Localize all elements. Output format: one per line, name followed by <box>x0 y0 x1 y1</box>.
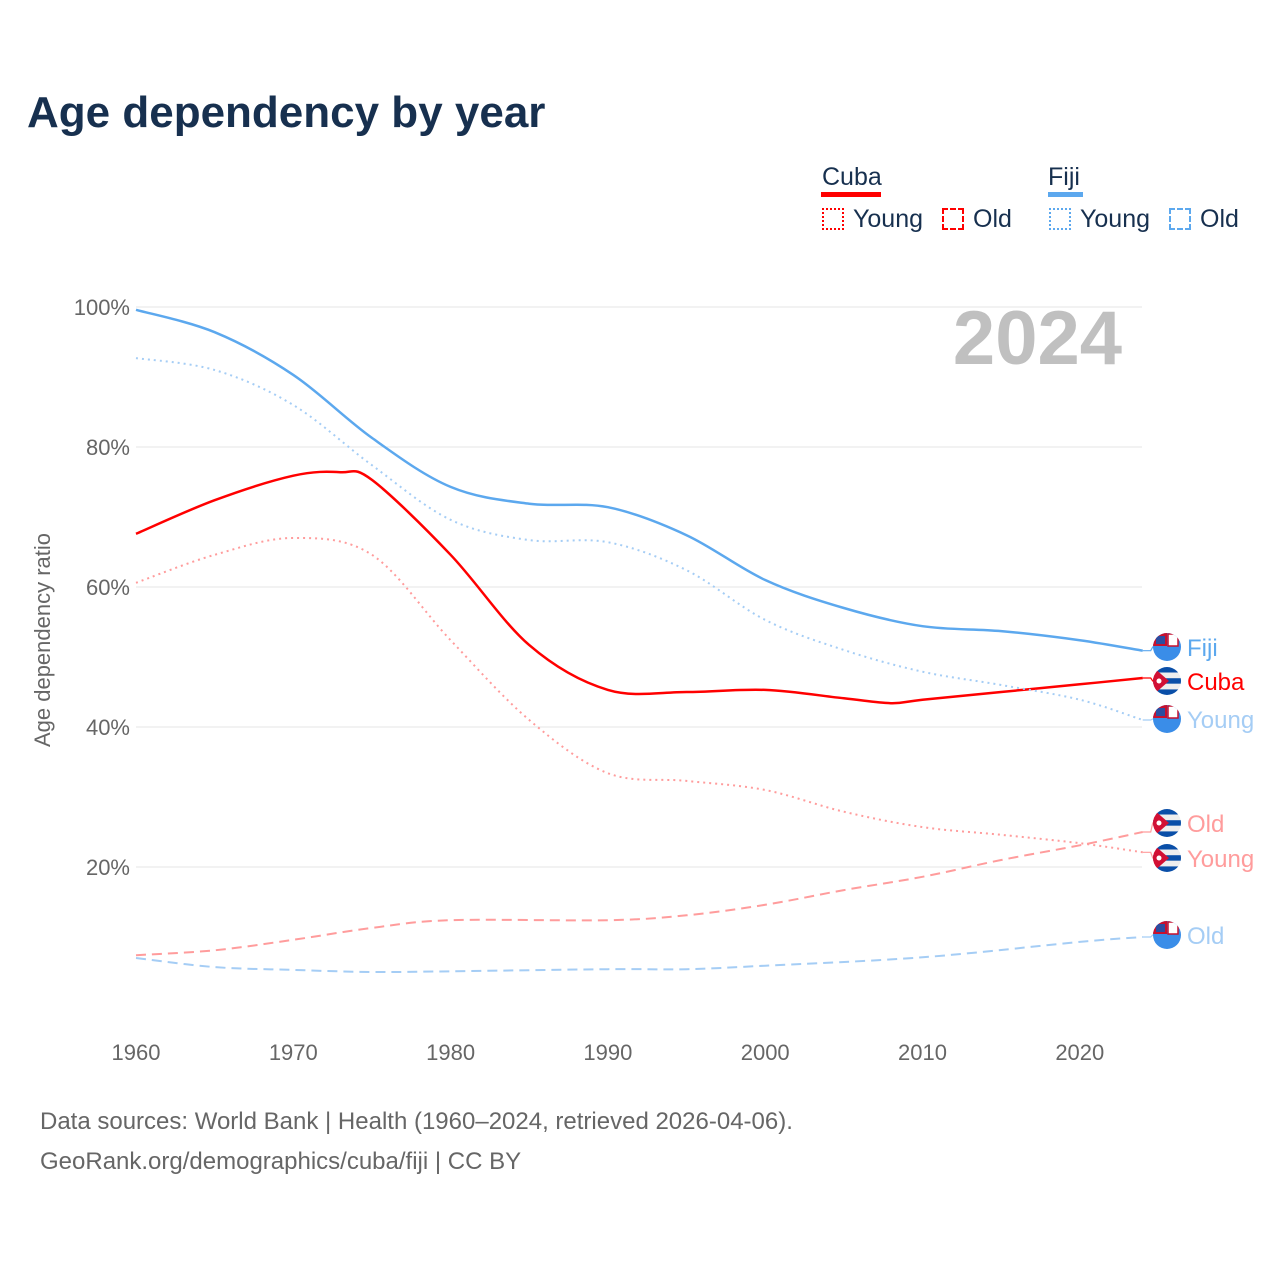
end-label-cuba-young: Young <box>1187 846 1254 873</box>
x-tick-label: 2020 <box>1055 1040 1104 1065</box>
legend-cuba-young: Young <box>853 205 923 233</box>
end-label-cuba: Cuba <box>1187 669 1245 696</box>
flag-stripe <box>1153 809 1181 815</box>
series-line-fiji <box>135 308 1143 652</box>
y-tick-label: 60% <box>86 575 130 600</box>
cuba-flag-icon <box>1153 844 1181 872</box>
flag-stripe <box>1153 814 1181 821</box>
x-tick-label: 1960 <box>112 1040 161 1065</box>
end-label-fiji-old: Old <box>1187 923 1224 950</box>
legend-fiji-young-swatch <box>1049 208 1071 230</box>
y-tick-label: 80% <box>86 435 130 460</box>
flag-body <box>1153 705 1181 733</box>
x-tick-label: 1990 <box>583 1040 632 1065</box>
footer-sources: Data sources: World Bank | Health (1960–… <box>40 1108 793 1135</box>
flag-stripe <box>1153 689 1181 695</box>
cuba-flag-icon <box>1153 809 1181 837</box>
year-watermark: 2024 <box>952 296 1122 381</box>
series-line-fiji-old <box>135 936 1143 974</box>
flag-union-inner <box>1156 924 1165 932</box>
flag-stripe <box>1153 667 1181 673</box>
flag-stripe <box>1153 860 1181 867</box>
legend-fiji-young: Young <box>1080 205 1150 233</box>
flag-union-inner <box>1156 708 1165 716</box>
flag-body <box>1153 844 1181 872</box>
footer-link[interactable]: GeoRank.org/demographics/cuba/fiji | CC … <box>40 1148 522 1175</box>
x-tick-label: 1980 <box>426 1040 475 1065</box>
legend-cuba-swatch <box>821 192 881 197</box>
flag-body <box>1153 667 1181 695</box>
fiji-flag-icon <box>1153 705 1181 733</box>
series-line-fiji-young <box>135 357 1144 721</box>
x-tick-label: 2010 <box>898 1040 947 1065</box>
flag-star <box>1156 678 1162 684</box>
series-line-cuba <box>135 469 1143 705</box>
fiji-flag-icon <box>1153 633 1181 661</box>
end-label-cuba-old: Old <box>1187 811 1224 838</box>
series-line-cuba-old <box>135 831 1143 957</box>
flag-body <box>1153 921 1181 949</box>
flag-star <box>1156 820 1162 826</box>
legend-cuba-old-swatch <box>942 208 964 230</box>
y-tick-label: 40% <box>86 715 130 740</box>
flag-stripe <box>1153 866 1181 872</box>
fiji-flag-icon <box>1153 921 1181 949</box>
legend-fiji-swatch <box>1048 192 1083 197</box>
flag-shield <box>1167 705 1179 719</box>
flag-stripe <box>1153 672 1181 679</box>
flag-stripe <box>1153 849 1181 856</box>
flag-stripe <box>1153 831 1181 837</box>
y-axis-label: Age dependency ratio <box>30 533 55 747</box>
flag-body <box>1153 633 1181 661</box>
y-tick-label: 100% <box>74 295 130 320</box>
flag-stripe <box>1153 825 1181 832</box>
legend-cuba: Cuba <box>822 163 882 191</box>
legend-fiji: Fiji <box>1048 163 1080 191</box>
chart-title: Age dependency by year <box>27 88 546 137</box>
y-tick-label: 20% <box>86 855 130 880</box>
x-tick-label: 2000 <box>741 1040 790 1065</box>
flag-body <box>1153 809 1181 837</box>
x-tick-label: 1970 <box>269 1040 318 1065</box>
flag-shield <box>1167 633 1179 647</box>
end-label-fiji: Fiji <box>1187 635 1218 662</box>
flag-star <box>1156 855 1162 861</box>
cuba-flag-icon <box>1153 667 1181 695</box>
flag-stripe <box>1153 844 1181 850</box>
legend-fiji-old: Old <box>1200 205 1239 233</box>
legend-cuba-old: Old <box>973 205 1012 233</box>
legend-fiji-old-swatch <box>1169 208 1191 230</box>
flag-shield <box>1167 921 1179 935</box>
end-label-fiji-young: Young <box>1187 707 1254 734</box>
flag-stripe <box>1153 683 1181 690</box>
flag-union-inner <box>1156 636 1165 644</box>
legend-cuba-young-swatch <box>822 208 844 230</box>
